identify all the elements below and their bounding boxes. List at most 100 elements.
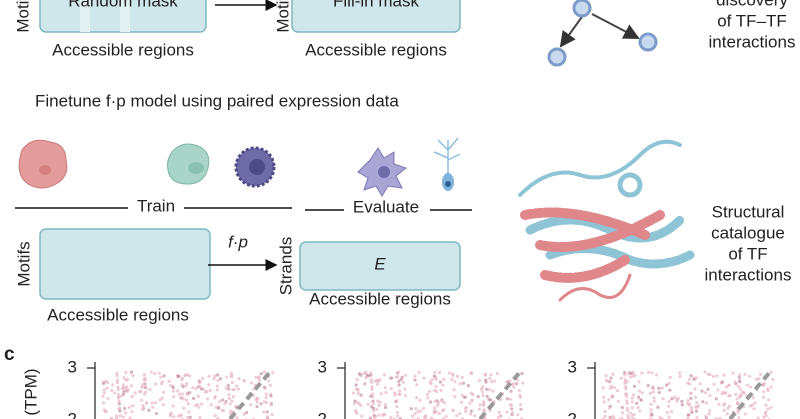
scatter-dot [689,406,694,410]
scatter-dot [209,403,213,407]
scatter-dot [701,400,705,404]
scatter-dot [439,388,443,392]
scatter-dot [624,385,628,389]
scatter-dot [415,383,419,387]
scatter-dot [121,383,125,387]
scatter-dot [129,384,134,388]
scatter-dot [198,384,202,389]
mask-box [291,0,461,33]
scatter-dot [111,383,115,387]
scatter-dot [268,383,272,387]
scatter-dot [748,374,752,378]
scatter-dot [432,409,437,413]
scatter-dot [637,380,641,384]
scatter-dot [139,398,144,402]
scatter-dot [369,380,374,384]
scatter-dot [351,391,356,395]
scatter-dot [179,413,183,417]
scatter-dot [745,383,749,387]
scatter-dot [657,386,661,390]
scatter-dot [453,395,457,399]
scatter-dot [693,387,697,391]
scatter-dot [707,412,711,416]
scatter-dot [438,370,442,375]
x-label: Accessible regions [305,40,447,59]
scatter-dot [670,397,674,401]
scatter-dot [205,397,210,401]
scatter-dot [739,394,743,398]
scatter-dot [262,400,266,404]
cell-icons [18,137,461,197]
scatter-dot [114,416,119,419]
scatter-dot [689,396,693,400]
network-icon [547,0,658,67]
scatter-dot [188,391,192,395]
scatter-dot [102,401,106,405]
scatter-dot [118,414,122,418]
box-label: Random mask [68,0,178,10]
scatter-dot [119,394,124,398]
scatter-dot [230,380,234,385]
scatter-dot [430,378,434,382]
scatter-dot [188,415,192,419]
scatter-dot [254,375,258,379]
scatter-dot [661,397,665,401]
scatter-dot [262,410,266,414]
scatter-dot [413,378,417,382]
scatter-dot [425,392,430,397]
scatter-dot [658,415,662,419]
scatter-dot [748,404,753,408]
scatter-dot [212,377,216,381]
scatter-dot [737,373,742,377]
scatter-dot [714,397,719,401]
scatter-dot [234,384,239,388]
scatter-dot [636,405,640,410]
scatter-dot [515,382,519,386]
scatter-dot [371,406,376,410]
scatter-dot [176,374,180,378]
scatter-dot [649,408,653,412]
scatter-dot [371,399,375,403]
scatter-dot [396,414,400,418]
scatter-dot [403,387,407,391]
scatter-dot [678,371,682,375]
scatter-dot [464,409,468,414]
scatter-dot [458,382,462,386]
scatter-dot [666,404,671,408]
scatter-dot [481,394,485,398]
scatter-dot [259,372,263,376]
scatter-dot [126,388,130,392]
scatter-dot [518,395,523,400]
scatter-dot [441,383,445,387]
scatter-dot [270,412,274,417]
scatter-dot [153,371,157,376]
scatter-dot [748,385,753,389]
scatter-dot [116,388,120,392]
scatter-dot [737,416,741,419]
scatter-dot [667,381,671,385]
scatter-dot [625,406,629,410]
scatter-dot [143,385,148,390]
scatter-dot [646,370,651,374]
scatter-dot [718,416,722,419]
scatter-dot [434,377,438,381]
protein-structure [518,139,695,302]
scatter-dot [116,392,121,396]
scatter-dot [102,388,106,392]
scatter-dot [216,378,220,383]
scatter-dot [162,374,166,378]
scatter-dot [178,392,182,396]
scatter-dot [395,375,400,379]
scatter-dot [390,376,394,380]
scatter-dot [372,413,376,418]
scatter-dot [105,386,109,390]
diagonal [728,370,772,419]
scatter-dot [249,381,254,385]
scatter-dot [168,414,173,418]
scatter-dot [229,375,234,379]
scatter-dot [488,376,492,381]
scatter-dot [221,398,225,402]
scatter-dot [687,403,691,407]
scatter-dot [422,376,426,380]
box-label: E [374,254,386,273]
